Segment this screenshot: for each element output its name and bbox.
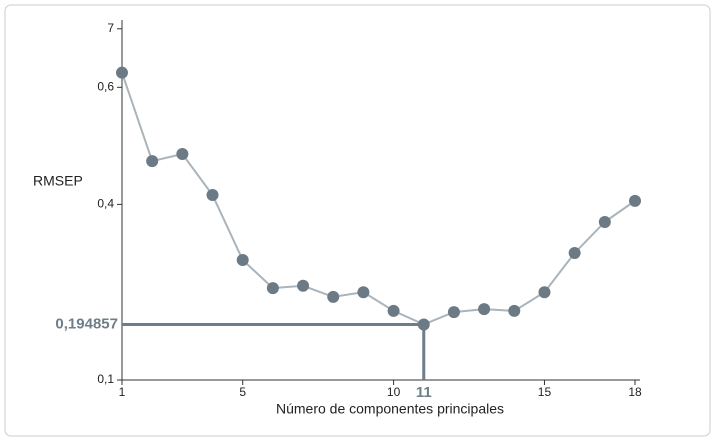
point [146, 155, 159, 168]
point [598, 215, 611, 228]
point [297, 279, 310, 292]
series-line [121, 72, 636, 326]
point [417, 318, 430, 331]
point [357, 286, 370, 299]
point [447, 306, 460, 319]
point [508, 304, 521, 317]
point [176, 148, 189, 161]
point [236, 254, 249, 266]
x-tick-label: 10 [387, 385, 401, 399]
y-tick-label: 7 [107, 21, 114, 35]
point [478, 303, 491, 316]
frame [4, 4, 711, 437]
y-tick-label: 0,1 [97, 372, 114, 386]
x-tick-label: 15 [538, 385, 552, 399]
x-tick-label: 5 [239, 385, 246, 399]
point [538, 286, 551, 299]
x-axis-label: Número de componentes principales [276, 401, 504, 417]
y-axis-label: RMSEP [33, 173, 83, 189]
y-tick-label: 0,6 [97, 79, 114, 93]
highlight-y-label: 0,194857 [55, 315, 118, 332]
highlight-x-label: 11 [416, 384, 432, 401]
x-tick-label: 1 [119, 385, 126, 399]
point [266, 282, 279, 295]
point [387, 304, 400, 317]
point [629, 194, 641, 207]
point [568, 246, 581, 259]
x-tick-label: 18 [628, 385, 642, 399]
point [206, 189, 219, 202]
y-tick-label: 0,4 [97, 197, 114, 211]
point [116, 66, 128, 79]
point [327, 290, 340, 303]
